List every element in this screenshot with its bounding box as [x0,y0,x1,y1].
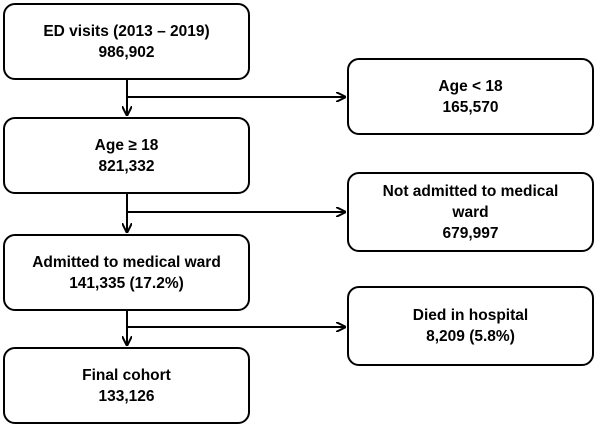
node-final-cohort-title: Final cohort [82,366,171,384]
node-final-cohort-value: 133,126 [98,387,155,405]
node-age-18-plus-value: 821,332 [98,157,155,175]
node-not-admitted-value: 679,997 [442,224,499,242]
node-ed-visits-title: ED visits (2013 – 2019) [43,22,210,40]
node-admitted-value: 141,335 (17.2%) [69,274,184,292]
node-ed-visits-value: 986,902 [98,43,155,61]
node-admitted-title: Admitted to medical ward [32,253,221,271]
node-died-in-hospital-title: Died in hospital [412,307,529,324]
node-age-18-plus: Age ≥ 18 821,332 [3,117,250,194]
node-not-admitted-title: Not admitted to medical ward [382,182,559,221]
node-final-cohort: Final cohort 133,126 [3,347,250,424]
node-not-admitted: Not admitted to medical ward 679,997 [347,172,594,252]
node-age-under-18-value: 165,570 [442,98,499,116]
node-ed-visits: ED visits (2013 – 2019) 986,902 [3,3,250,80]
node-age-under-18: Age < 18 165,570 [347,58,594,135]
node-died-in-hospital-value: 8,209 (5.8%) [426,328,515,345]
node-age-under-18-title: Age < 18 [438,77,503,95]
node-age-18-plus-title: Age ≥ 18 [94,136,159,154]
node-died-in-hospital: Died in hospital 8,209 (5.8%) [347,286,594,366]
node-admitted: Admitted to medical ward 141,335 (17.2%) [3,234,250,311]
